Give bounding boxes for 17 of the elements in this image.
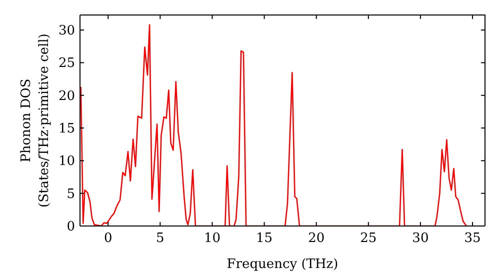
y-tick-label: 20 <box>58 88 75 104</box>
x-tick-label: 30 <box>412 231 429 246</box>
x-tick-label: 20 <box>308 231 325 246</box>
y-tick-label: 25 <box>58 56 75 72</box>
x-axis-title: Frequency (THz) <box>226 257 338 272</box>
x-tick-label: 15 <box>256 231 273 246</box>
y-axis-title: Phonon DOS (States/THz·primitive cell) <box>19 33 52 208</box>
x-tick-label: 0 <box>104 231 112 246</box>
x-tick-label: 10 <box>204 231 220 246</box>
y-tick-label: 0 <box>66 220 75 235</box>
x-tick-label: 35 <box>464 231 481 246</box>
x-tick-label: 5 <box>156 231 164 246</box>
y-tick-label: 10 <box>58 154 75 170</box>
y-tick-label: 30 <box>58 24 75 39</box>
y-tick-label: 15 <box>58 122 75 137</box>
y-tick-label: 5 <box>66 186 75 202</box>
x-tick-label: 25 <box>360 231 377 246</box>
